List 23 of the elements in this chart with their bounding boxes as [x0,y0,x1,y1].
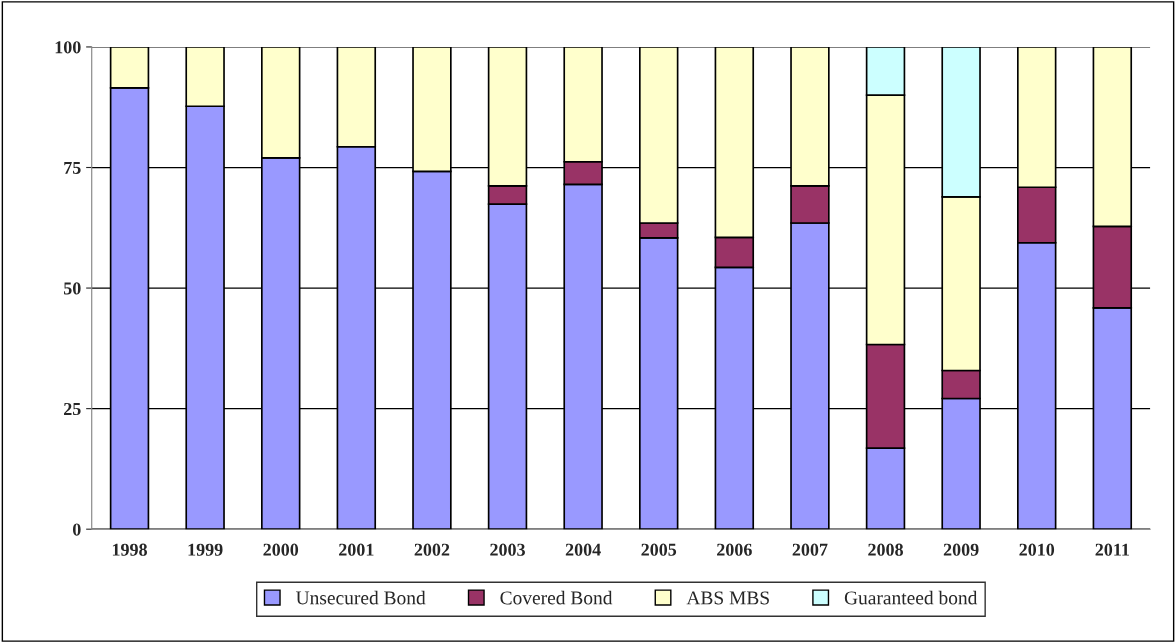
x-tick-label: 2005 [641,543,677,556]
x-tick-label: 2003 [490,543,525,556]
y-tick-label: 0 [72,523,81,536]
x-tick-label: 2010 [1019,543,1055,556]
y-tick-label: 25 [64,402,81,416]
x-tick-label: 2008 [868,543,903,556]
legend-label: Covered Bond [500,590,613,605]
x-tick-label: 1998 [112,543,147,556]
x-tick-label: 2004 [565,543,601,556]
x-tick-label: 2011 [1095,543,1129,556]
x-tick-label: 2000 [263,543,299,556]
x-tick-label: 2001 [339,543,374,556]
x-tick-label: 2007 [792,543,828,556]
x-tick-label: 2002 [414,543,450,556]
y-tick-label: 75 [64,161,81,174]
x-tick-label: 2009 [943,543,979,556]
legend-label: ABS MBS [686,591,769,605]
y-tick-label: 100 [55,41,81,54]
legend-label: Unsecured Bond [295,590,426,605]
x-tick-label: 2006 [717,543,752,556]
y-tick-label: 50 [63,282,81,295]
legend-label: Guaranteed bond [844,590,978,605]
x-tick-label: 1999 [188,543,223,556]
